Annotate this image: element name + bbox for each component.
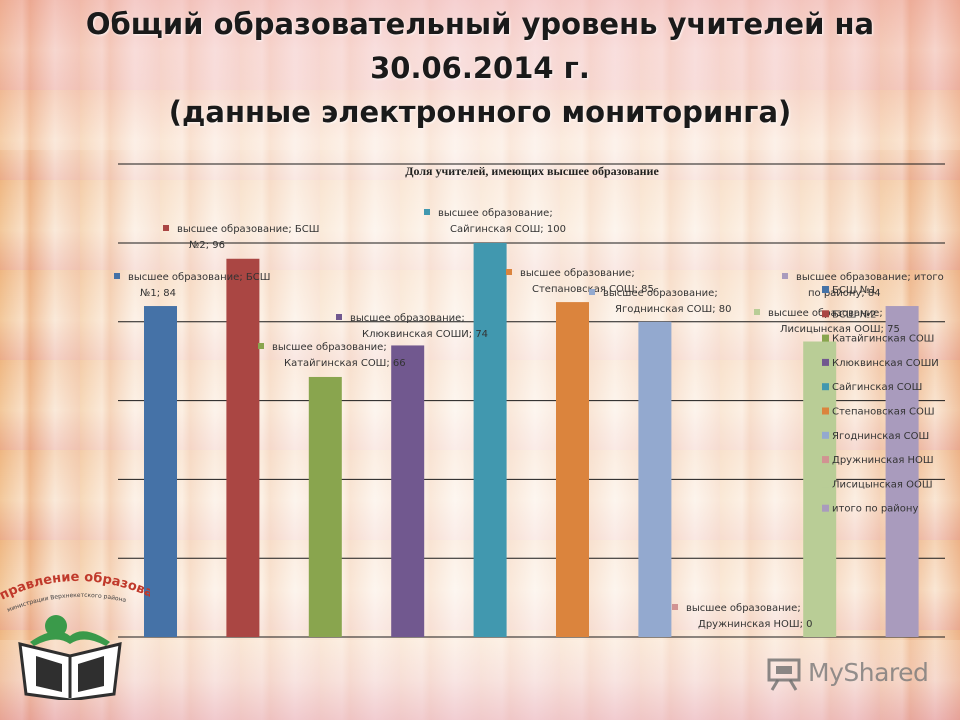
data-label-marker [163,225,169,231]
data-label-text: Дружнинская НОШ; 0 [698,619,813,630]
legend-label: Дружнинская НОШ [832,455,934,466]
data-label-2: высшее образование; БСШ №2; 96 [163,224,319,251]
bar-1 [144,306,177,637]
legend-label: Сайгинская СОШ [832,382,922,393]
background-band-top [0,0,960,150]
legend-item-1: БСШ №1 [822,285,876,296]
legend-item-7: Ягоднинская СОШ [822,431,929,442]
bar-9 [803,341,837,637]
data-label-text: Лисицынская ООШ; 75 [780,324,900,335]
bar-4 [391,345,425,637]
legend-label: БСШ №1 [832,285,876,296]
legend-item-9: Лисицынская ООШ [822,479,933,490]
data-label-text: высшее образование; [603,288,718,299]
data-label-3: высшее образование; Катайгинская СОШ; 66 [258,342,406,369]
legend-swatch [822,358,829,366]
data-label-marker [258,343,264,349]
chart-title: Доля учителей, имеющих высшее образовани… [405,164,659,178]
legend-swatch [822,383,829,391]
bar-2 [226,258,260,637]
data-label-text: высшее образование; [686,603,801,614]
data-label-marker [424,209,430,215]
data-label-marker [754,309,760,315]
data-label-4: высшее образование; Клюквинская СОШИ; 74 [336,313,488,340]
page-title-line-1: Общий образовательный уровень учителей н… [85,7,875,41]
data-label-marker [782,273,788,279]
page-title-line-2: 30.06.2014 г. [370,51,590,85]
logo-text-sub: министрации Верхнекетского района [6,592,127,614]
legend-item-2: БСШ №2 [822,309,876,320]
page-title: Общий образовательный уровень учителей н… [40,2,920,134]
data-label-marker [114,273,120,279]
data-label-text: №1; 84 [140,288,176,299]
legend-label: Степановская СОШ [832,407,935,418]
bar-5 [473,243,507,637]
data-label-text: высшее образование; [520,268,635,279]
data-label-text: высшее образование; итого [796,272,944,283]
data-label-1: высшее образование; БСШ №1; 84 [114,272,270,299]
data-label-text: Катайгинская СОШ; 66 [284,358,406,369]
presentation-board-icon [767,658,801,691]
legend-swatch [822,431,829,439]
data-label-text: высшее образование; [438,208,553,219]
legend-swatch [822,504,829,512]
data-label-text: Ягоднинская СОШ; 80 [615,304,732,315]
legend-label: БСШ №2 [832,309,876,320]
legend-label: итого по району [832,504,918,515]
legend-swatch [822,334,829,342]
data-label-5: высшее образование; Сайгинская СОШ; 100 [424,208,566,235]
data-label-marker [336,314,342,320]
department-logo: правление образования министрации Верхне… [0,570,150,700]
legend-swatch [822,456,829,464]
legend-item-10: итого по району [822,504,918,515]
legend-item-5: Сайгинская СОШ [822,382,922,393]
data-label-text: высшее образование; БСШ [128,272,270,283]
bar-3 [308,376,342,637]
data-label-10: высшее образование; итого по району; 84 [782,272,944,299]
data-label-text: высшее образование; БСШ [177,224,319,235]
legend-item-8: Дружнинская НОШ [822,455,934,466]
data-label-text: №2; 96 [189,240,225,251]
legend-label: Катайгинская СОШ [832,334,934,345]
legend-label: Ягоднинская СОШ [832,431,929,442]
data-label-text: высшее образование; [350,313,465,324]
legend-swatch [822,480,829,488]
legend-label: Лисицынская ООШ [832,479,933,490]
data-label-marker [506,269,512,275]
data-label-text: высшее образование; [272,342,387,353]
page-title-line-3: (данные электронного мониторинга) [168,95,792,129]
bar-7 [638,321,672,637]
legend-item-6: Степановская СОШ [822,407,935,418]
data-label-7: высшее образование; Ягоднинская СОШ; 80 [589,288,732,315]
data-label-text: Клюквинская СОШИ; 74 [362,329,488,340]
watermark: MyShared [766,656,929,696]
watermark-text: MyShared [808,658,929,687]
legend-swatch [822,310,829,318]
data-label-8: высшее образование; Дружнинская НОШ; 0 [672,603,813,630]
bar-6 [556,302,589,637]
legend-item-3: Катайгинская СОШ [822,334,934,345]
data-label-marker [672,604,678,610]
data-label-marker [589,289,595,295]
data-label-text: Сайгинская СОШ; 100 [450,224,566,235]
chart-legend: БСШ №1 БСШ №2 Катайгинская СОШ Клюквинская … [822,285,939,515]
legend-swatch [822,286,829,293]
legend-swatch [822,407,829,415]
chart-bars [144,243,919,637]
open-book-logo-icon [18,615,122,700]
legend-label: Клюквинская СОШИ [832,358,939,369]
data-label-text: по району; 84 [808,288,881,299]
bar-10 [885,306,919,637]
legend-item-4: Клюквинская СОШИ [822,358,939,369]
